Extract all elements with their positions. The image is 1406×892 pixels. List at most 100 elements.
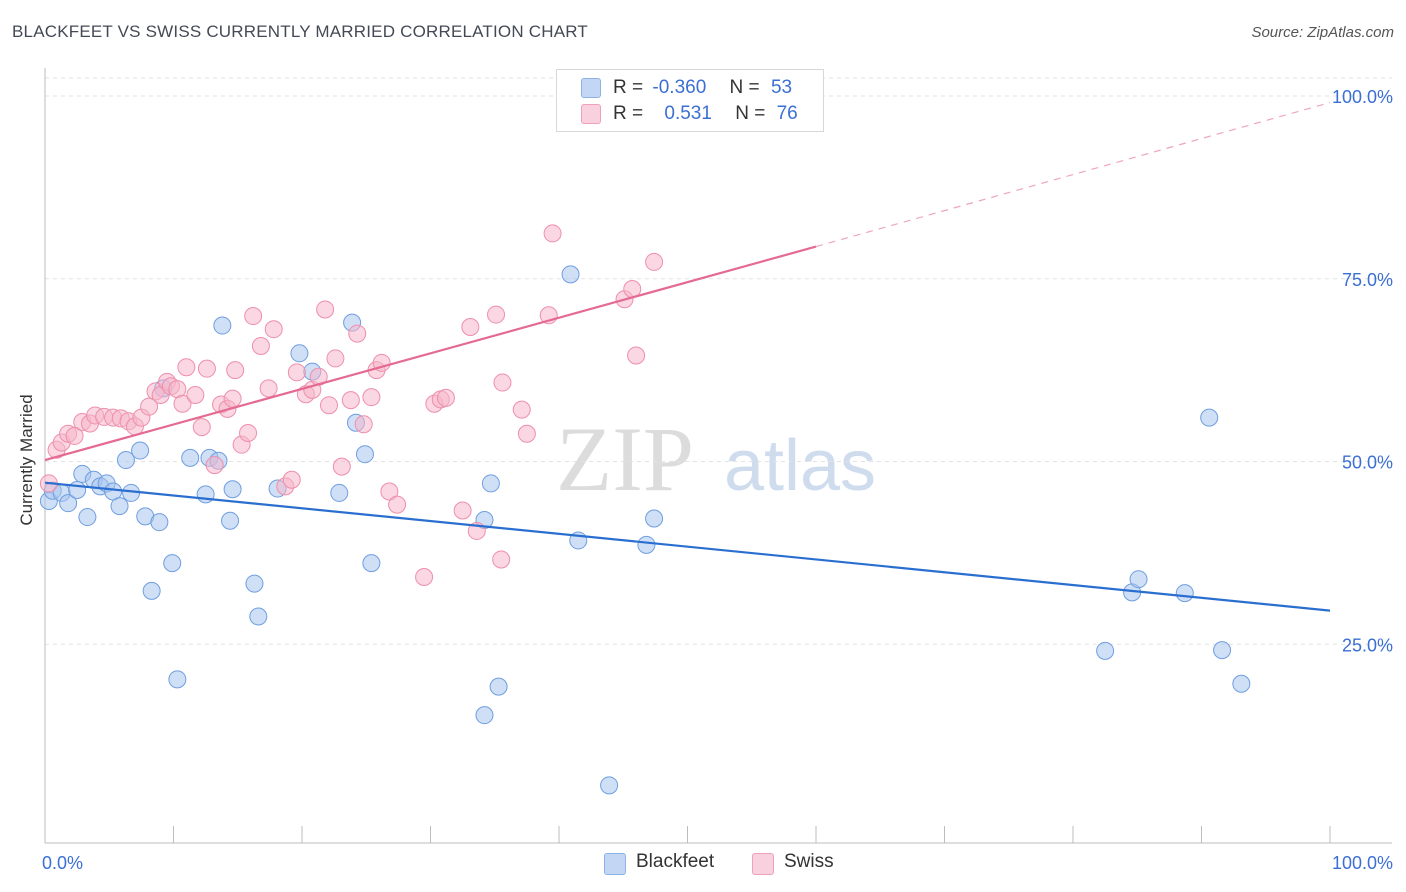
trend-line-swiss xyxy=(44,245,817,462)
point-blackfeet xyxy=(1232,674,1251,693)
point-blackfeet xyxy=(116,451,135,470)
point-blackfeet xyxy=(68,481,87,500)
point-swiss xyxy=(319,396,338,415)
point-swiss xyxy=(332,457,351,476)
y-tick-label: 50.0% xyxy=(1342,453,1393,473)
point-blackfeet xyxy=(481,474,500,493)
grid-lines xyxy=(45,77,1392,645)
source-label: Source: ZipAtlas.com xyxy=(1251,24,1394,41)
legend-n-value: 53 xyxy=(770,77,793,98)
point-blackfeet xyxy=(561,265,580,284)
legend-r-label: R = xyxy=(613,103,644,124)
legend-swatch-swiss xyxy=(581,104,601,124)
point-swiss xyxy=(415,567,434,586)
point-swiss xyxy=(282,470,301,489)
point-swiss xyxy=(205,456,224,475)
point-swiss xyxy=(341,391,360,410)
point-blackfeet xyxy=(150,513,169,532)
point-blackfeet xyxy=(168,670,187,689)
legend-label-blackfeet: Blackfeet xyxy=(636,851,715,872)
point-blackfeet xyxy=(245,574,264,593)
point-swiss xyxy=(492,550,511,569)
point-swiss xyxy=(251,337,270,356)
point-swiss xyxy=(348,324,367,343)
point-blackfeet xyxy=(1096,641,1115,660)
point-blackfeet xyxy=(362,554,381,573)
point-swiss xyxy=(326,349,345,368)
point-blackfeet xyxy=(59,494,78,513)
point-swiss xyxy=(140,397,159,416)
y-tick-label: 75.0% xyxy=(1342,270,1393,290)
point-swiss xyxy=(186,385,205,404)
y-tick-label: 100.0% xyxy=(1332,87,1393,107)
point-blackfeet xyxy=(600,776,619,795)
legend-label-swiss: Swiss xyxy=(784,851,834,872)
trend-extension-swiss xyxy=(815,102,1331,248)
point-blackfeet xyxy=(355,445,374,464)
legend-r-value: 0.531 xyxy=(664,103,712,124)
point-blackfeet xyxy=(1129,570,1148,589)
point-blackfeet xyxy=(142,581,161,600)
legend-r-value: -0.360 xyxy=(652,77,707,98)
data-points xyxy=(39,87,1251,795)
point-swiss xyxy=(380,482,399,501)
point-blackfeet xyxy=(1213,641,1232,660)
trend-lines xyxy=(44,102,1331,612)
point-swiss xyxy=(517,424,536,443)
point-swiss xyxy=(192,418,211,437)
point-swiss xyxy=(173,394,192,413)
point-blackfeet xyxy=(110,497,129,516)
point-blackfeet xyxy=(181,448,200,467)
point-swiss xyxy=(316,300,335,319)
trend-line-blackfeet xyxy=(44,481,1331,612)
legend-n-value: 76 xyxy=(776,103,798,124)
point-swiss xyxy=(453,501,472,520)
point-swiss xyxy=(543,224,562,243)
point-blackfeet xyxy=(1200,408,1219,427)
point-blackfeet xyxy=(213,316,232,335)
point-swiss xyxy=(264,320,283,339)
point-blackfeet xyxy=(249,607,268,626)
point-swiss xyxy=(223,389,242,408)
point-swiss xyxy=(362,388,381,407)
legend-n-label: N = xyxy=(729,77,760,98)
point-swiss xyxy=(645,252,664,271)
legend-swatch-swiss xyxy=(752,853,774,875)
point-swiss xyxy=(65,426,84,445)
point-swiss xyxy=(354,415,373,434)
point-blackfeet xyxy=(131,441,150,460)
point-swiss xyxy=(177,358,196,377)
point-swiss xyxy=(244,307,263,326)
tick-labels: 100.0% 75.0% 50.0% 25.0% 0.0% 100.0% xyxy=(42,87,1393,873)
point-blackfeet xyxy=(78,508,97,527)
point-swiss xyxy=(436,388,455,407)
point-swiss xyxy=(197,359,216,378)
point-swiss xyxy=(239,423,258,442)
point-blackfeet xyxy=(1175,584,1194,603)
point-blackfeet xyxy=(330,483,349,502)
watermark-atlas: atlas xyxy=(724,426,876,506)
point-swiss xyxy=(493,373,512,392)
point-swiss xyxy=(487,305,506,324)
watermark-zip: ZIP xyxy=(556,408,694,510)
point-blackfeet xyxy=(489,677,508,696)
legend-swatch-blackfeet xyxy=(581,78,601,98)
y-tick-label: 25.0% xyxy=(1342,635,1393,655)
legend-n-label: N = xyxy=(735,103,766,124)
point-swiss xyxy=(512,400,531,419)
correlation-legend: R = -0.360 N = 53 R = 0.531 N = 76 xyxy=(556,69,824,132)
legend-swatch-blackfeet xyxy=(604,853,626,875)
axes xyxy=(44,68,1392,844)
point-blackfeet xyxy=(637,535,656,554)
point-blackfeet xyxy=(475,706,494,725)
point-swiss xyxy=(461,317,480,336)
point-blackfeet xyxy=(163,554,182,573)
point-swiss xyxy=(388,495,407,514)
legend-r-label: R = xyxy=(613,77,644,98)
x-tick-label: 100.0% xyxy=(1332,853,1393,873)
point-blackfeet xyxy=(221,511,240,530)
x-tick-label: 0.0% xyxy=(42,853,83,873)
point-swiss xyxy=(259,379,278,398)
chart-title: BLACKFEET VS SWISS CURRENTLY MARRIED COR… xyxy=(12,22,588,41)
